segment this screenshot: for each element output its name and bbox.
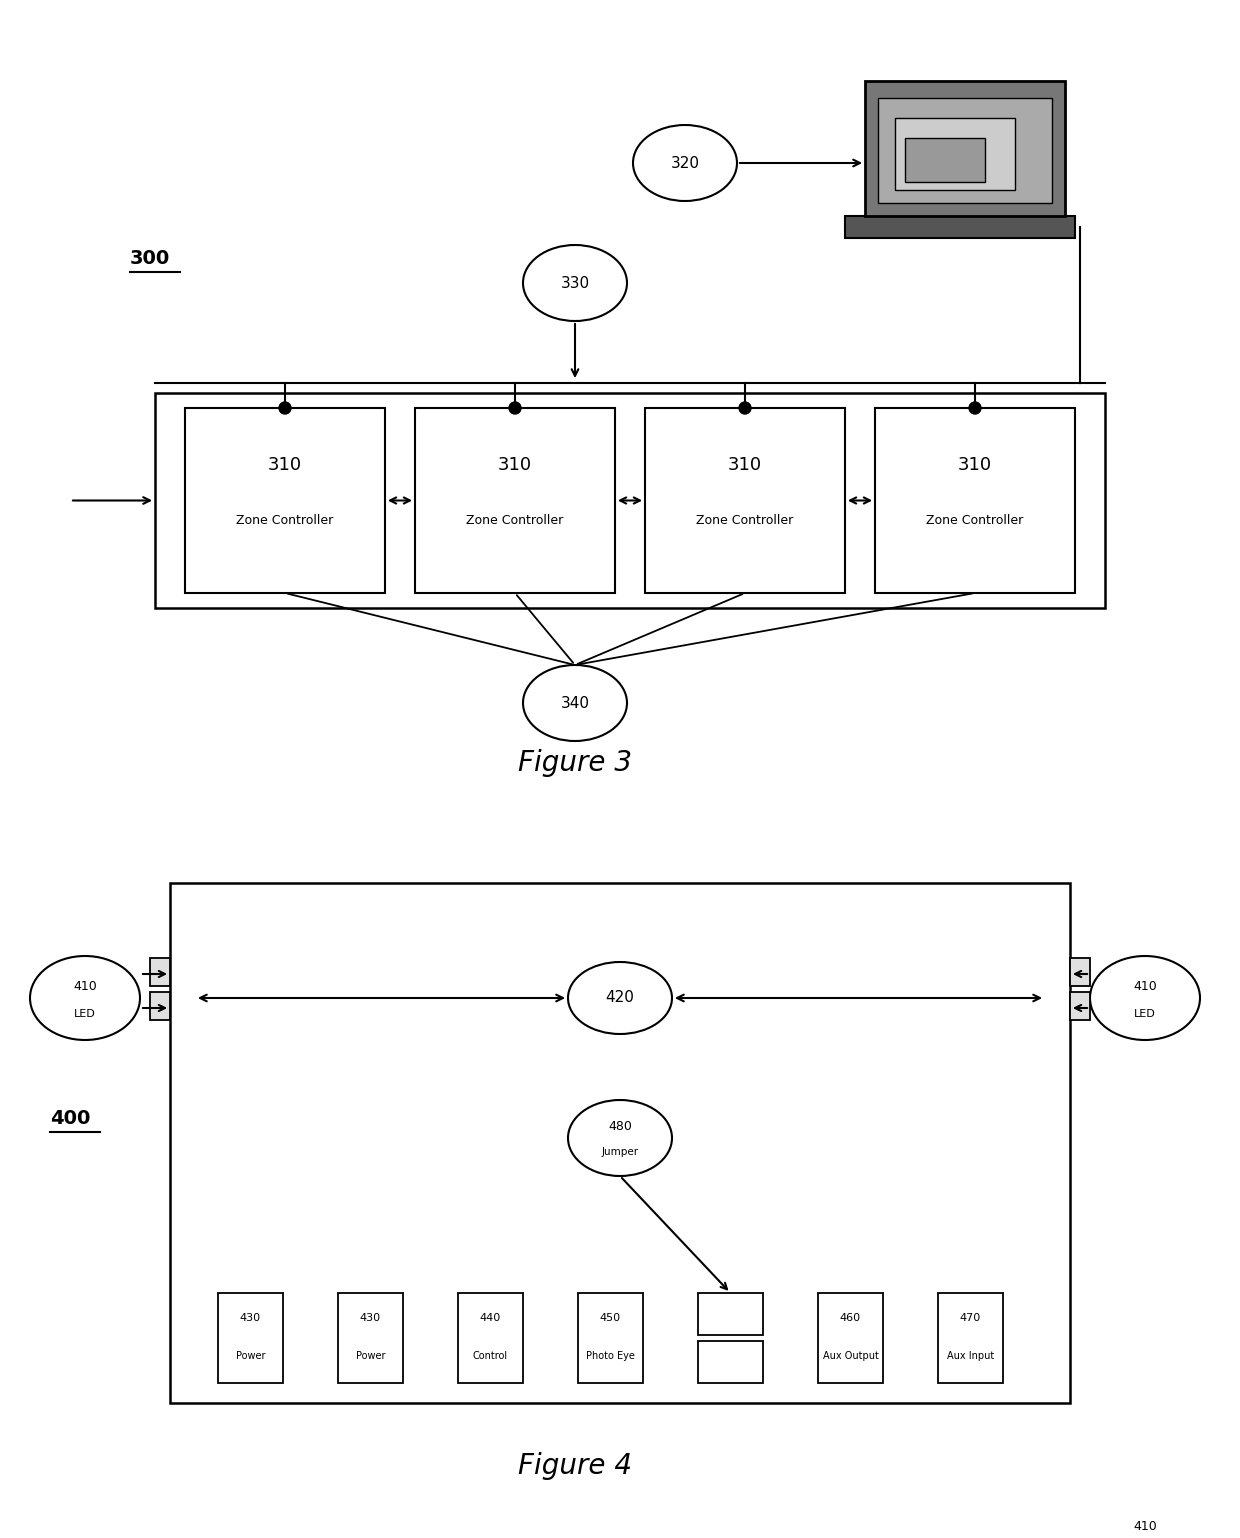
FancyBboxPatch shape — [185, 408, 384, 594]
FancyBboxPatch shape — [844, 215, 1075, 238]
Text: 310: 310 — [268, 457, 303, 475]
Text: 420: 420 — [605, 990, 635, 1006]
FancyBboxPatch shape — [170, 883, 1070, 1403]
FancyBboxPatch shape — [150, 958, 170, 986]
Text: Jumper: Jumper — [601, 1147, 639, 1157]
FancyBboxPatch shape — [937, 1293, 1003, 1383]
FancyBboxPatch shape — [878, 98, 1052, 203]
Text: 300: 300 — [130, 249, 170, 268]
Circle shape — [739, 401, 751, 414]
Text: Zone Controller: Zone Controller — [926, 514, 1024, 528]
Ellipse shape — [1090, 957, 1200, 1040]
Text: 470: 470 — [960, 1313, 981, 1323]
Text: Power: Power — [356, 1350, 386, 1361]
FancyBboxPatch shape — [150, 992, 170, 1020]
Text: Power: Power — [236, 1350, 265, 1361]
Ellipse shape — [632, 125, 737, 201]
Text: LED: LED — [74, 1009, 95, 1020]
Circle shape — [508, 401, 521, 414]
Text: LED: LED — [1135, 1009, 1156, 1020]
Text: Control: Control — [472, 1350, 508, 1361]
Text: Figure 4: Figure 4 — [518, 1452, 632, 1480]
FancyBboxPatch shape — [905, 138, 985, 181]
Text: 310: 310 — [498, 457, 532, 475]
Text: 340: 340 — [560, 695, 589, 711]
Text: 410: 410 — [1133, 980, 1157, 992]
Text: 310: 310 — [728, 457, 763, 475]
Text: Photo Eye: Photo Eye — [587, 1350, 635, 1361]
FancyBboxPatch shape — [895, 118, 1016, 191]
Text: Zone Controller: Zone Controller — [697, 514, 794, 528]
Ellipse shape — [568, 1100, 672, 1177]
FancyBboxPatch shape — [875, 408, 1075, 594]
Text: 310: 310 — [959, 457, 992, 475]
FancyBboxPatch shape — [818, 1293, 883, 1383]
Text: 400: 400 — [50, 1109, 91, 1127]
FancyBboxPatch shape — [155, 394, 1105, 608]
Text: Zone Controller: Zone Controller — [237, 514, 334, 528]
FancyBboxPatch shape — [645, 408, 844, 594]
Ellipse shape — [30, 957, 140, 1040]
Ellipse shape — [523, 664, 627, 741]
Text: Zone Controller: Zone Controller — [466, 514, 564, 528]
Text: 430: 430 — [239, 1313, 262, 1323]
FancyBboxPatch shape — [415, 408, 615, 594]
Text: 410: 410 — [1133, 1520, 1157, 1532]
Ellipse shape — [568, 961, 672, 1034]
Text: Aux Output: Aux Output — [822, 1350, 878, 1361]
FancyBboxPatch shape — [1070, 992, 1090, 1020]
FancyBboxPatch shape — [1070, 958, 1090, 986]
Text: 430: 430 — [360, 1313, 381, 1323]
Text: 330: 330 — [560, 275, 589, 291]
Text: 450: 450 — [600, 1313, 621, 1323]
Ellipse shape — [523, 245, 627, 321]
FancyBboxPatch shape — [698, 1293, 763, 1335]
Text: Figure 3: Figure 3 — [518, 749, 632, 777]
FancyBboxPatch shape — [458, 1293, 523, 1383]
Circle shape — [968, 401, 981, 414]
FancyBboxPatch shape — [339, 1293, 403, 1383]
Text: Aux Input: Aux Input — [947, 1350, 994, 1361]
Text: 440: 440 — [480, 1313, 501, 1323]
FancyBboxPatch shape — [578, 1293, 644, 1383]
Text: 410: 410 — [73, 980, 97, 992]
Text: 460: 460 — [839, 1313, 861, 1323]
FancyBboxPatch shape — [698, 1341, 763, 1383]
FancyBboxPatch shape — [218, 1293, 283, 1383]
Circle shape — [279, 401, 291, 414]
Text: 480: 480 — [608, 1120, 632, 1132]
Text: 320: 320 — [671, 155, 699, 171]
FancyBboxPatch shape — [866, 82, 1065, 215]
